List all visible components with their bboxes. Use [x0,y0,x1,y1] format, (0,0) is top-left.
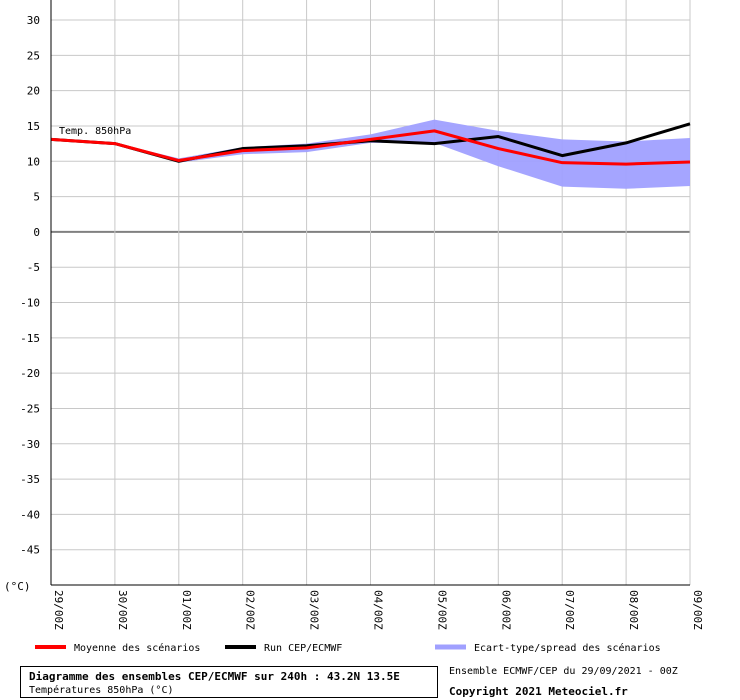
y-tick-label: -30 [20,438,40,451]
y-tick-label: 25 [27,49,40,62]
x-tick-label: 03/00Z [308,590,321,630]
caption-box: Diagramme des ensembles CEP/ECMWF sur 24… [20,666,438,698]
run-info: Ensemble ECMWF/CEP du 29/09/2021 - 00Z [449,666,678,677]
x-tick-label: 06/00Z [499,590,512,630]
x-tick-label: 01/00Z [180,590,193,630]
y-tick-label: 30 [27,14,40,27]
x-tick-label: 30/00Z [116,590,129,630]
x-tick-label: 08/00Z [627,590,640,630]
y-tick-label: 15 [27,120,40,133]
legend-label-run: Run CEP/ECMWF [264,643,342,654]
x-tick-label: 09/00Z [691,590,704,630]
y-unit-label: (°C) [4,580,31,593]
series-lines-layer [50,122,691,166]
y-tick-labels: 30 25 20 15 10 5 0 -5 -10 -15 -20 -25 -30 -35 -40 -45 [20,14,40,557]
y-tick-label: -45 [20,544,40,557]
chart-subtitle: Températures 850hPa (°C) [29,685,174,696]
y-tick-label: 10 [27,155,40,168]
y-tick-label: -20 [20,367,40,380]
mean-line [50,129,691,166]
spread-band-layer [51,119,690,189]
y-tick-label: 5 [33,191,40,204]
series-annotation: Temp. 850hPa [59,126,131,137]
y-tick-label: -15 [20,332,40,345]
copyright: Copyright 2021 Meteociel.fr [449,685,628,698]
x-tick-label: 04/00Z [372,590,385,630]
y-tick-label: -5 [27,261,40,274]
legend: Moyenne des scénarios Run CEP/ECMWF Ecar… [35,642,661,654]
x-tick-label: 05/00Z [435,590,448,630]
chart-axes [50,0,690,586]
y-tick-label: -25 [20,402,40,415]
y-tick-label: -40 [20,508,40,521]
chart-title: Diagramme des ensembles CEP/ECMWF sur 24… [29,670,400,683]
y-tick-label: -10 [20,297,40,310]
y-tick-label: 20 [27,85,40,98]
chart-grid [50,0,691,585]
legend-label-spread: Ecart-type/spread des scénarios [474,642,661,654]
y-tick-label: 0 [33,226,40,239]
legend-label-mean: Moyenne des scénarios [74,642,200,654]
y-tick-label: -35 [20,473,40,486]
x-tick-label: 02/00Z [244,590,257,630]
x-tick-label: 07/00Z [563,590,576,630]
x-tick-label: 29/00Z [52,590,65,630]
x-tick-labels: 29/00Z 30/00Z 01/00Z 02/00Z 03/00Z 04/00Z 05/0… [52,590,704,630]
spread-band [51,119,690,189]
